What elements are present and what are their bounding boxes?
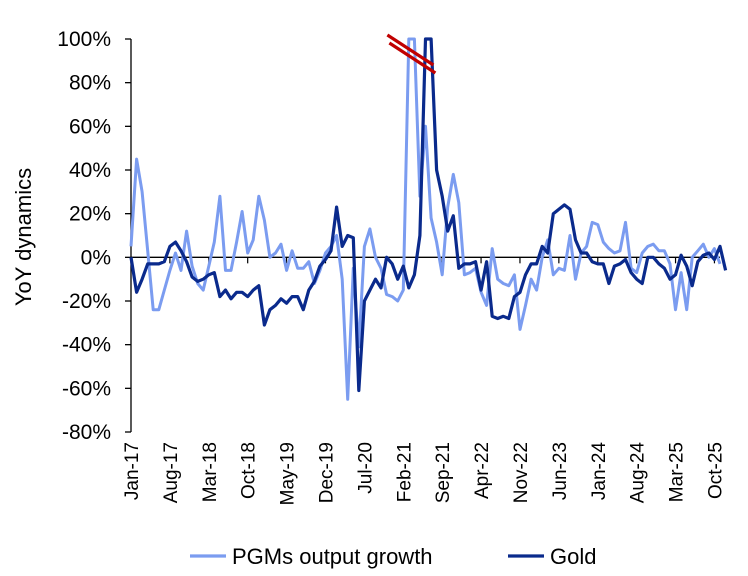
break-slash — [386, 33, 435, 67]
x-tick-label: Dec-19 — [316, 442, 337, 503]
legend-label: PGMs output growth — [232, 544, 433, 569]
x-tick-label: Oct-25 — [705, 442, 726, 499]
x-tick-label: Mar-25 — [667, 442, 688, 502]
x-tick-label: Sep-21 — [433, 442, 454, 503]
y-axis-title: YoY dynamics — [11, 168, 36, 306]
x-tick-label: Nov-22 — [511, 442, 532, 503]
y-axis: -80% -60% -40% -20% 0% 20% 40% 60% 80% 100% — [57, 28, 132, 444]
x-tick-label: Aug-17 — [161, 442, 182, 503]
y-tick-label: -80% — [62, 421, 111, 444]
y-tick-label: 80% — [69, 72, 111, 95]
y-tick-label: 100% — [57, 28, 111, 51]
x-tick-label: Jan-24 — [589, 442, 610, 501]
y-tick-label: 0% — [81, 246, 111, 269]
y-tick-label: -60% — [62, 377, 111, 400]
x-tick-label: Mar-18 — [200, 442, 221, 502]
x-tick-label: Apr-22 — [472, 442, 493, 499]
y-tick-label: 40% — [69, 159, 111, 182]
series-line-pgms-output-growth — [129, 37, 722, 401]
x-tick-label: Feb-21 — [394, 442, 415, 502]
break-slash — [388, 41, 437, 75]
y-tick-label: -20% — [62, 290, 111, 313]
y-tick-label: -40% — [62, 334, 111, 357]
x-tick-label: Aug-24 — [628, 442, 649, 504]
x-tick-label: Jan-17 — [122, 442, 143, 500]
axis-break-marker — [386, 33, 437, 75]
series-line-gold — [129, 37, 728, 393]
x-tick-label: May-19 — [278, 442, 299, 505]
series-layer — [129, 37, 728, 401]
x-axis: Jan-17 Aug-17 Mar-18 Oct-18 May-19 Dec-19 Jul-… — [122, 256, 726, 505]
legend: PGMs output growth Gold — [190, 544, 596, 569]
x-tick-label: Oct-18 — [239, 442, 260, 499]
x-tick-label: Jun-23 — [550, 442, 571, 500]
y-tick-label: 20% — [69, 203, 111, 226]
legend-label: Gold — [550, 544, 596, 569]
x-tick-label: Jul-20 — [355, 442, 376, 494]
y-tick-label: 60% — [69, 115, 111, 138]
